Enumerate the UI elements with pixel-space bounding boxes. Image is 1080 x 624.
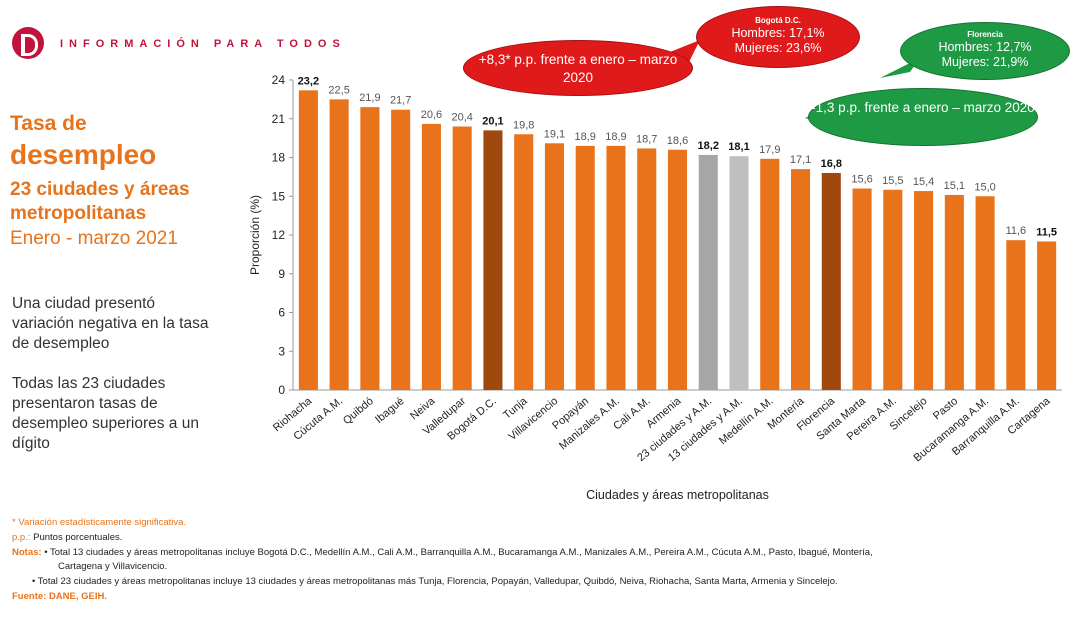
bar-value-label: 11,6 bbox=[1006, 225, 1027, 237]
callout-bogota-men: Hombres: 17,1% bbox=[731, 26, 825, 40]
x-axis-title: Ciudades y áreas metropolitanas bbox=[586, 488, 769, 502]
bar-6 bbox=[483, 130, 503, 390]
callout-bogota-title: Bogotá D.C. bbox=[755, 16, 801, 25]
bar-24 bbox=[1037, 241, 1057, 390]
bar-value-label: 18,6 bbox=[667, 135, 688, 147]
bar-19 bbox=[883, 189, 903, 390]
bar-17 bbox=[821, 173, 841, 390]
bar-value-label: 15,0 bbox=[974, 181, 995, 193]
bar-value-label: 19,8 bbox=[513, 119, 534, 131]
category-label: Ibagué bbox=[373, 395, 406, 426]
callout-bogota-women: Mujeres: 23,6% bbox=[734, 41, 822, 55]
title-line1: Tasa de bbox=[10, 112, 87, 135]
bar-5 bbox=[452, 126, 472, 390]
bar-11 bbox=[637, 148, 657, 390]
bar-10 bbox=[606, 145, 626, 390]
y-tick-label: 12 bbox=[272, 228, 286, 242]
y-tick-label: 24 bbox=[272, 73, 286, 87]
y-tick-label: 3 bbox=[278, 344, 285, 358]
bar-value-label: 18,1 bbox=[728, 141, 749, 153]
callout-florencia-gender: Florencia Hombres: 12,7% Mujeres: 21,9% bbox=[900, 22, 1070, 80]
y-tick-label: 9 bbox=[278, 267, 285, 281]
bar-8 bbox=[544, 143, 564, 390]
callout-florencia-women: Mujeres: 21,9% bbox=[941, 55, 1029, 69]
bar-7 bbox=[514, 134, 534, 390]
bar-value-label: 20,6 bbox=[421, 109, 442, 121]
bar-value-label: 18,7 bbox=[636, 133, 657, 145]
title-period: Enero - marzo 2021 bbox=[10, 228, 178, 249]
footnote-source: Fuente: DANE, GEIH. bbox=[12, 591, 108, 602]
bar-value-label: 21,7 bbox=[390, 95, 411, 107]
footnote-pp: p.p.: Puntos porcentuales. bbox=[12, 532, 122, 543]
dane-logo bbox=[12, 27, 44, 59]
note-two-digit-rates: Todas las 23 ciudades presentaron tasas … bbox=[12, 375, 199, 452]
bar-value-label: 19,1 bbox=[544, 128, 565, 140]
bar-22 bbox=[975, 196, 995, 390]
bar-value-label: 11,5 bbox=[1036, 226, 1057, 238]
bar-2 bbox=[360, 107, 380, 390]
title-line3: 23 ciudades y áreas metropolitanas bbox=[10, 179, 190, 224]
bar-value-label: 15,4 bbox=[913, 176, 934, 188]
y-tick-label: 0 bbox=[278, 383, 285, 397]
y-tick-label: 15 bbox=[272, 189, 286, 203]
callout-florencia-men: Hombres: 12,7% bbox=[938, 40, 1032, 54]
bar-value-label: 21,9 bbox=[359, 92, 380, 104]
bar-16 bbox=[791, 169, 811, 390]
callout-florencia-change: -1,3 p.p. frente a enero – marzo 2020 bbox=[808, 88, 1038, 146]
callout-bogota-change-text: +8,3* p.p. frente a enero – marzo 2020 bbox=[478, 52, 678, 85]
callout-florencia-title: Florencia bbox=[967, 30, 1003, 39]
bar-21 bbox=[944, 194, 964, 390]
bar-20 bbox=[914, 191, 934, 390]
bar-12 bbox=[667, 149, 688, 390]
y-tick-label: 21 bbox=[272, 112, 286, 126]
footnote-notes: Notas: • Total 13 ciudades y áreas metro… bbox=[12, 547, 873, 558]
footnote-significance: * Variación estadísticamente significati… bbox=[12, 517, 186, 528]
bar-value-label: 16,8 bbox=[821, 158, 842, 170]
footnote-notes-text: • Total 13 ciudades y áreas metropolitan… bbox=[41, 547, 873, 558]
y-tick-label: 18 bbox=[272, 151, 286, 165]
y-axis-title: Proporción (%) bbox=[248, 195, 262, 275]
footnote-notes-key: Notas: bbox=[12, 547, 42, 558]
bar-value-label: 20,4 bbox=[451, 112, 472, 124]
footnote-significance-text: * Variación estadísticamente significati… bbox=[12, 517, 187, 528]
title-line2: desempleo bbox=[10, 139, 157, 170]
bar-13 bbox=[698, 154, 718, 390]
category-label: Quibdó bbox=[341, 395, 376, 427]
y-tick-label: 6 bbox=[278, 306, 285, 320]
callout-bogota-change: +8,3* p.p. frente a enero – marzo 2020 bbox=[463, 40, 693, 96]
bar-value-label: 18,2 bbox=[698, 140, 719, 152]
note-negative-variation: Una ciudad presentó variación negativa e… bbox=[12, 295, 209, 352]
bar-0 bbox=[298, 90, 318, 390]
bar-value-label: 15,5 bbox=[882, 175, 903, 187]
bar-1 bbox=[329, 99, 349, 390]
header-tagline: INFORMACIÓN PARA TODOS bbox=[60, 38, 346, 50]
callout-bogota-gender: Bogotá D.C. Hombres: 17,1% Mujeres: 23,6… bbox=[696, 6, 860, 68]
bar-9 bbox=[575, 145, 595, 390]
bar-3 bbox=[391, 109, 411, 390]
bar-value-label: 22,5 bbox=[328, 84, 349, 96]
bar-value-label: 15,1 bbox=[944, 180, 965, 192]
bar-14 bbox=[729, 156, 749, 390]
bar-value-label: 18,9 bbox=[575, 131, 596, 143]
footnote-notes-cont: Cartagena y Villavicencio. bbox=[58, 561, 168, 572]
footnote-23-cities: • Total 23 ciudades y áreas metropolitan… bbox=[32, 576, 838, 587]
footnote-pp-text: Puntos porcentuales. bbox=[30, 532, 123, 543]
bar-value-label: 20,1 bbox=[482, 115, 503, 127]
footnote-pp-key: p.p.: bbox=[12, 532, 31, 543]
bar-18 bbox=[852, 188, 872, 390]
bar-value-label: 18,9 bbox=[605, 131, 626, 143]
bar-value-label: 17,1 bbox=[790, 154, 811, 166]
bar-value-label: 23,2 bbox=[298, 75, 319, 87]
bar-23 bbox=[1006, 240, 1026, 390]
callout-florencia-change-text: -1,3 p.p. frente a enero – marzo 2020 bbox=[811, 100, 1035, 115]
bar-4 bbox=[421, 123, 441, 391]
bar-value-label: 15,6 bbox=[851, 174, 872, 186]
bar-value-label: 17,9 bbox=[759, 144, 780, 156]
bar-15 bbox=[760, 158, 780, 390]
